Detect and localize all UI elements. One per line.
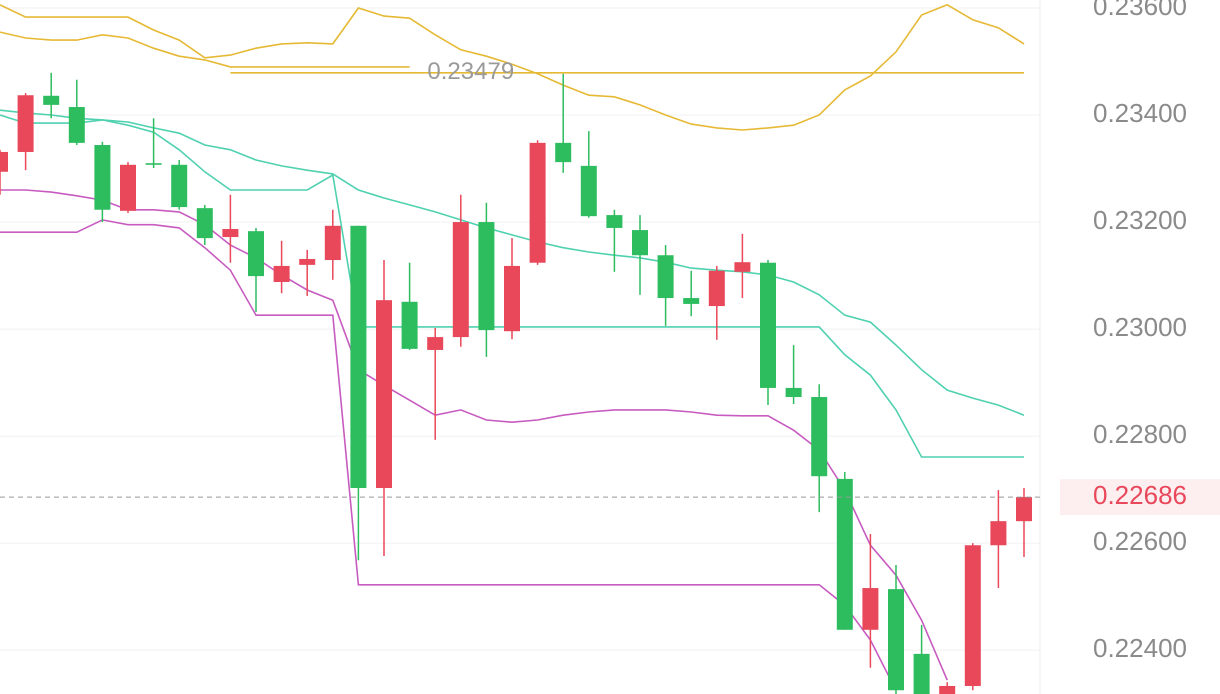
candle-body: [504, 265, 520, 332]
candle-body: [171, 164, 188, 208]
candle-body: [580, 165, 597, 217]
last-price-label: 0.22686: [1093, 480, 1187, 510]
candle-body: [683, 298, 700, 304]
candle-body: [145, 163, 162, 165]
candle-body: [120, 164, 136, 211]
candle-body: [17, 95, 34, 152]
candle-body: [529, 142, 546, 263]
candle-body: [555, 142, 572, 163]
candle-body: [734, 262, 751, 272]
candle-body: [1016, 497, 1032, 522]
candle-body: [606, 215, 623, 228]
y-tick-label: 0.22600: [1093, 526, 1187, 556]
y-tick-label: 0.22400: [1093, 633, 1187, 663]
candle-body: [657, 255, 674, 299]
candle-body: [990, 521, 1007, 546]
y-tick-label: 0.23000: [1093, 312, 1187, 342]
y-tick-label: 0.23400: [1093, 98, 1187, 128]
indicator-line: [0, 109, 1025, 416]
indicator-line: [0, 31, 410, 68]
y-tick-label: 0.23600: [1093, 0, 1187, 21]
y-tick-label: 0.23200: [1093, 205, 1187, 235]
candle-body: [888, 589, 904, 691]
candle-body: [401, 301, 418, 349]
candle-body: [760, 262, 776, 388]
candle-body: [836, 478, 853, 630]
candle-body: [452, 222, 469, 338]
candle-body: [222, 229, 239, 238]
candle-body: [708, 270, 725, 307]
candle-body: [299, 258, 316, 265]
candle-body: [94, 145, 111, 210]
candle-body: [324, 225, 341, 261]
candle-body: [939, 685, 956, 694]
y-axis: 0.23600 0.23400 0.23200 0.23000 0.22800 0.226…: [1060, 0, 1220, 663]
candle-body: [811, 397, 828, 477]
candle-body: [862, 588, 879, 630]
candle-body: [350, 225, 367, 488]
last-price-badge: [1060, 479, 1220, 516]
candle-body: [68, 107, 85, 143]
candle-body: [913, 653, 930, 694]
candle-body: [785, 387, 802, 398]
candle-body: [964, 545, 981, 686]
candle-body: [632, 230, 648, 256]
candle-body: [196, 208, 213, 239]
candle-body: [478, 222, 495, 331]
plot-area: 0.23479: [0, 3, 1040, 694]
candle-body: [0, 151, 8, 172]
y-tick-label: 0.22800: [1093, 419, 1187, 449]
candle-body: [248, 231, 264, 277]
candle-body: [427, 337, 444, 350]
indicator-line: [0, 219, 897, 691]
candle-body: [43, 95, 60, 105]
candle-body: [376, 300, 392, 488]
candle-body: [273, 265, 290, 282]
max-label: 0.23479: [427, 58, 514, 85]
indicator-line: [0, 189, 948, 681]
indicator-line: [0, 3, 1025, 131]
